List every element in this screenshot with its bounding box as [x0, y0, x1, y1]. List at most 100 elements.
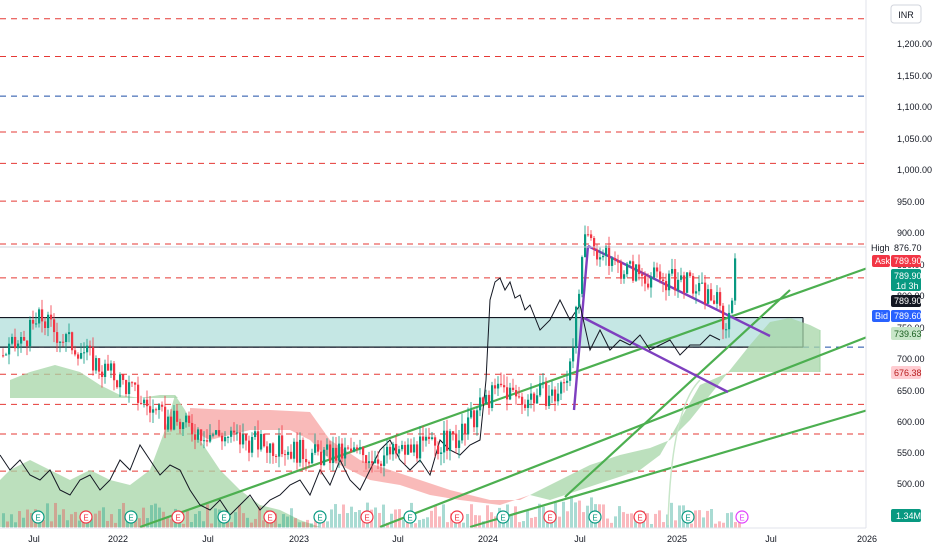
- candle-body: [602, 255, 605, 258]
- candle-body: [164, 406, 167, 430]
- candle-body: [359, 447, 362, 450]
- candle-body: [320, 451, 323, 466]
- candle-body: [134, 382, 137, 385]
- candle-body: [491, 385, 494, 408]
- candle-body: [95, 358, 98, 371]
- volume-bar: [438, 516, 441, 528]
- candle-body: [533, 393, 536, 404]
- volume-bar: [138, 518, 141, 528]
- candle-body: [56, 332, 59, 343]
- candle-body: [644, 275, 647, 284]
- candle-body: [617, 260, 620, 263]
- price-tick: 700.00: [897, 354, 925, 364]
- candle-body: [302, 439, 305, 460]
- volume-bar: [670, 502, 673, 528]
- volume-bar: [262, 520, 265, 528]
- volume-bar: [470, 504, 473, 528]
- candle-body: [179, 421, 182, 430]
- candle-body: [563, 382, 566, 384]
- candle-body: [578, 293, 581, 307]
- candle-body: [494, 385, 497, 389]
- volume-bar: [46, 503, 49, 528]
- candle-body: [680, 275, 683, 280]
- bid-value-badge: [891, 310, 921, 322]
- volume-bar: [634, 518, 637, 528]
- cloud-bottom: 676.38: [894, 368, 922, 378]
- volume-bar: [702, 517, 705, 528]
- candle-body: [158, 404, 161, 410]
- earnings-marker: [263, 510, 277, 524]
- candle-body: [347, 447, 350, 449]
- candle-body: [50, 314, 53, 320]
- volume-bar: [550, 521, 553, 528]
- candle-body: [668, 273, 671, 291]
- volume-bar: [442, 504, 445, 528]
- volume-bar: [6, 521, 9, 528]
- high-label: High: [871, 243, 890, 253]
- candle-body: [116, 380, 119, 388]
- volume-bar: [342, 504, 345, 528]
- time-axis[interactable]: Jul 2022 Jul 2023 Jul 2024 Jul 2025 Jul …: [0, 527, 932, 550]
- candle-body: [446, 430, 449, 451]
- candle-body: [305, 459, 308, 463]
- candle-body: [656, 267, 659, 272]
- candle-body: [185, 415, 188, 423]
- candle-body: [641, 274, 644, 276]
- volume-bar: [374, 507, 377, 528]
- candle-body: [614, 258, 617, 261]
- volume-bar: [534, 516, 537, 528]
- time-tick: 2025: [667, 534, 687, 544]
- volume-bar: [162, 511, 165, 528]
- volume-bar: [562, 501, 565, 528]
- volume-bar: [118, 509, 121, 528]
- volume-bar: [242, 513, 245, 528]
- candle-body: [464, 423, 467, 435]
- candle-body: [497, 383, 500, 389]
- candle-body: [416, 444, 419, 459]
- candle-body: [233, 430, 236, 433]
- earnings-marker-label: E: [500, 514, 505, 523]
- earnings-marker: [313, 510, 327, 524]
- candle-body: [467, 417, 470, 435]
- volume-bar: [606, 518, 609, 528]
- candle-body: [11, 336, 14, 344]
- candle-body: [434, 437, 437, 446]
- candle-body: [362, 447, 365, 456]
- candle-body: [17, 343, 20, 349]
- earnings-marker-label: E: [739, 514, 744, 523]
- candle-body: [557, 393, 560, 402]
- candle-body: [287, 451, 290, 455]
- bar-countdown: 1d 3h: [896, 281, 919, 291]
- candle-body: [386, 446, 389, 456]
- volume-bar: [486, 505, 489, 528]
- candle-body: [539, 383, 542, 396]
- currency-button[interactable]: [890, 4, 922, 24]
- earnings-marker-label: E: [128, 514, 133, 523]
- candle-body: [596, 249, 599, 260]
- candle-body: [365, 455, 368, 464]
- volume-bar: [146, 518, 149, 528]
- cloud-green-early: [0, 395, 320, 527]
- ask-label: Ask: [875, 256, 891, 266]
- price-tick: 650.00: [897, 386, 925, 396]
- candle-body: [401, 444, 404, 450]
- candle-body: [554, 389, 557, 402]
- candle-body: [671, 268, 674, 274]
- candle-body: [155, 409, 158, 411]
- candle-body: [443, 430, 446, 453]
- candle-body: [635, 264, 638, 281]
- candle-body: [449, 431, 452, 451]
- last-price-badge: [891, 269, 921, 291]
- price-tick: 550.00: [897, 448, 925, 458]
- earnings-marker: [217, 510, 231, 524]
- volume-bar: [54, 502, 57, 528]
- ask-badge: [872, 255, 890, 267]
- candle-body: [560, 382, 563, 394]
- volume-bar: [714, 523, 717, 528]
- candle-body: [392, 443, 395, 455]
- volume-bar: [474, 515, 477, 528]
